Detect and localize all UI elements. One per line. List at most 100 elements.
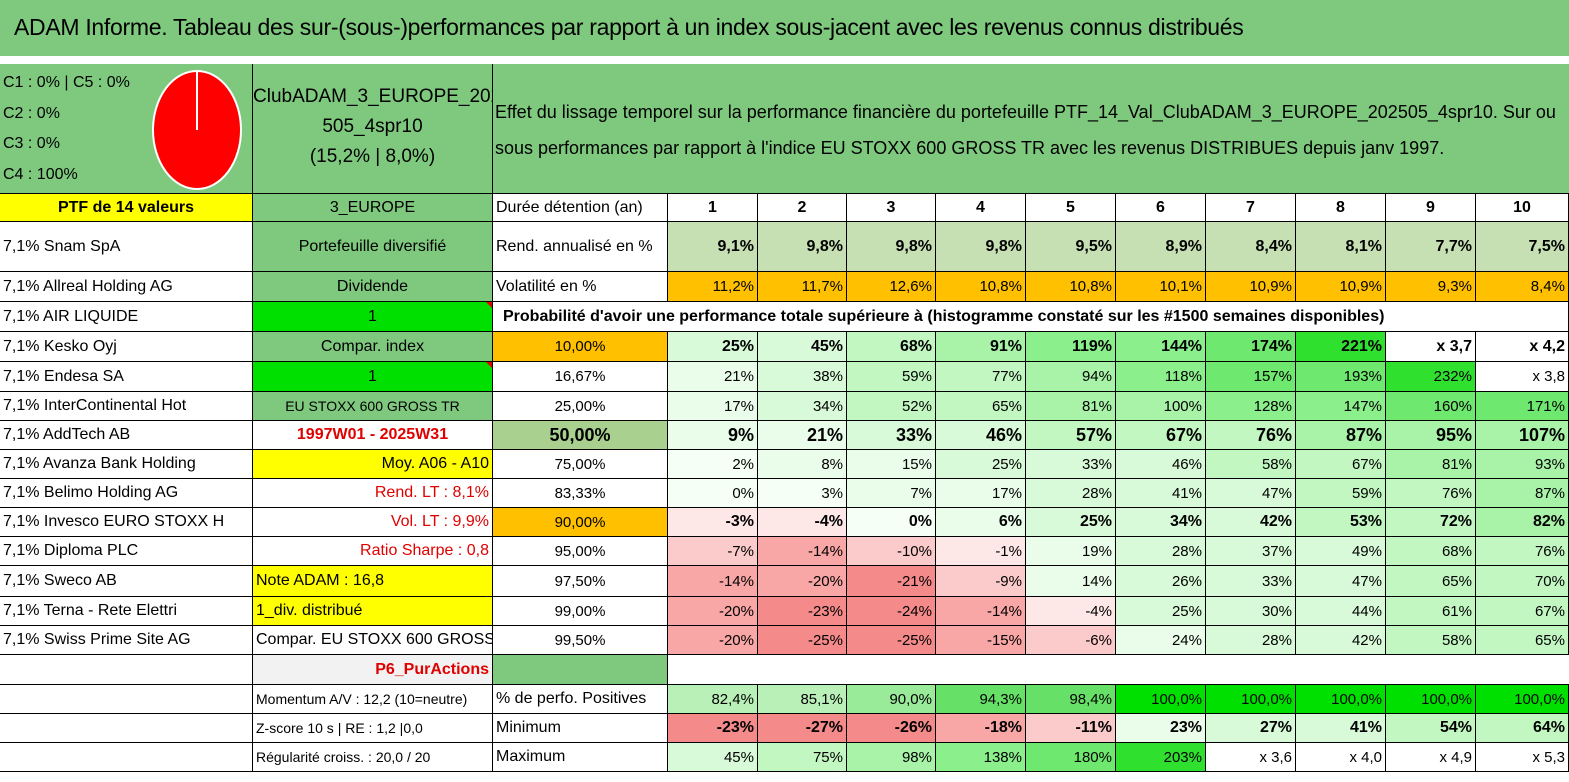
portfolio-name-line1: ClubADAM_3_EUROPE_202 (253, 86, 502, 107)
holding-row: 7,1% Snam SpA (0, 222, 253, 272)
holding-row: 7,1% Invesco EURO STOXX H (0, 508, 253, 537)
comment-marker (486, 362, 492, 368)
side-panel-item: Dividende (253, 272, 493, 302)
category-line: C2 : 0% (3, 105, 60, 122)
probability-value: 174% (1206, 332, 1296, 362)
probability-value: 47% (1296, 566, 1386, 597)
probability-value: 33% (847, 421, 936, 450)
probability-value: 65% (1476, 626, 1569, 655)
probability-value: 25% (1116, 597, 1206, 626)
positives-value: 100,0% (1476, 685, 1569, 714)
probability-value: 45% (758, 332, 847, 362)
minimum-value: -26% (847, 714, 936, 743)
probability-value: 34% (758, 392, 847, 421)
side-panel-item: Compar. EU STOXX 600 GROSS TI (253, 626, 493, 655)
probability-value: 87% (1476, 479, 1569, 508)
empty-cell (0, 655, 253, 685)
empty-cell (1296, 655, 1386, 685)
side-panel-item: P6_PurActions (253, 655, 493, 685)
side-panel-item: EU STOXX 600 GROSS TR (253, 392, 493, 421)
volatility-value: 10,9% (1206, 272, 1296, 302)
portfolio-name-box: ClubADAM_3_EUROPE_202 505_4spr10 (15,2% … (253, 64, 502, 194)
empty-cell (1206, 655, 1296, 685)
probability-value: 57% (1026, 421, 1116, 450)
probability-value: 67% (1116, 421, 1206, 450)
probability-value: 25% (936, 450, 1026, 479)
probability-value: 119% (1026, 332, 1116, 362)
positives-value: 100,0% (1116, 685, 1206, 714)
probability-value: 26% (1116, 566, 1206, 597)
minimum-label: Minimum (493, 714, 668, 743)
holding-row: 7,1% Kesko Oyj (0, 332, 253, 362)
probability-value: -14% (936, 597, 1026, 626)
probability-value: 95% (1386, 421, 1476, 450)
probability-value: 28% (1116, 537, 1206, 566)
probability-value: -20% (758, 566, 847, 597)
probability-value: 33% (1206, 566, 1296, 597)
return-value: 8,4% (1206, 222, 1296, 272)
probability-value: -9% (936, 566, 1026, 597)
side-panel-item: 1 (253, 302, 493, 332)
probability-value: 19% (1026, 537, 1116, 566)
probability-value: 47% (1206, 479, 1296, 508)
probability-value: 100% (1116, 392, 1206, 421)
year-header: 1 (668, 194, 758, 222)
side-panel-item: Moy. A06 - A10 (253, 450, 493, 479)
positives-value: 90,0% (847, 685, 936, 714)
volatility-value: 12,6% (847, 272, 936, 302)
probability-value: 157% (1206, 362, 1296, 392)
year-header: 6 (1116, 194, 1206, 222)
volatility-value: 11,2% (668, 272, 758, 302)
probability-threshold: 90,00% (493, 508, 668, 537)
return-value: 9,5% (1026, 222, 1116, 272)
probability-value: 44% (1296, 597, 1386, 626)
probability-value: 82% (1476, 508, 1569, 537)
probability-value: -1% (936, 537, 1026, 566)
probability-value: -7% (668, 537, 758, 566)
probability-value: 160% (1386, 392, 1476, 421)
maximum-value: x 4,0 (1296, 743, 1386, 772)
year-header: 4 (936, 194, 1026, 222)
probability-value: 76% (1476, 537, 1569, 566)
probability-value: 21% (758, 421, 847, 450)
volatility-value: 9,3% (1386, 272, 1476, 302)
probability-threshold: 25,00% (493, 392, 668, 421)
probability-threshold: 10,00% (493, 332, 668, 362)
minimum-value: 54% (1386, 714, 1476, 743)
empty-cell (1476, 655, 1569, 685)
probability-header: Probabilité d'avoir une performance tota… (493, 302, 1476, 332)
probability-value: 0% (668, 479, 758, 508)
volatility-label: Volatilité en % (493, 272, 668, 302)
maximum-value: x 3,6 (1206, 743, 1296, 772)
probability-value: -20% (668, 626, 758, 655)
return-value: 7,5% (1476, 222, 1569, 272)
probability-threshold: 75,00% (493, 450, 668, 479)
probability-value: -21% (847, 566, 936, 597)
holding-row: 7,1% Avanza Bank Holding (0, 450, 253, 479)
empty-cell (0, 685, 253, 714)
side-panel-item: Régularité croiss. : 20,0 / 20 (253, 743, 493, 772)
side-panel-item: Rend. LT : 8,1% (253, 479, 493, 508)
probability-value: 65% (1386, 566, 1476, 597)
probability-threshold: 99,50% (493, 626, 668, 655)
probability-value: -14% (758, 537, 847, 566)
probability-value: 38% (758, 362, 847, 392)
probability-value: 68% (1386, 537, 1476, 566)
probability-value: 30% (1206, 597, 1296, 626)
probability-value: 9% (668, 421, 758, 450)
probability-value: 59% (847, 362, 936, 392)
return-value: 7,7% (1386, 222, 1476, 272)
portfolio-name-line3: (15,2% | 8,0%) (309, 146, 436, 167)
return-value: 8,1% (1296, 222, 1386, 272)
probability-value: 33% (1026, 450, 1116, 479)
title-bar: ADAM Informe. Tableau des sur-(sous-)per… (0, 0, 1569, 60)
probability-threshold: 97,50% (493, 566, 668, 597)
probability-value: -25% (847, 626, 936, 655)
probability-value: 232% (1386, 362, 1476, 392)
holding-row: 7,1% Sweco AB (0, 566, 253, 597)
probability-value: 144% (1116, 332, 1206, 362)
probability-value: 6% (936, 508, 1026, 537)
year-header: 8 (1296, 194, 1386, 222)
side-panel-item: Momentum A/V : 12,2 (10=neutre) (253, 685, 493, 714)
maximum-value: 138% (936, 743, 1026, 772)
